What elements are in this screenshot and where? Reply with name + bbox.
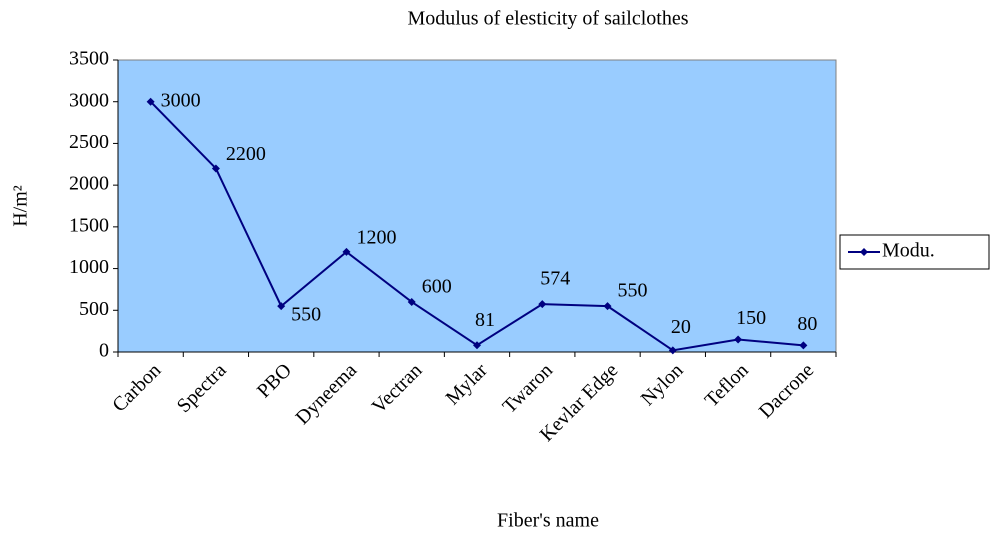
marker: [603, 302, 612, 311]
y-tick-label: 2000: [69, 173, 109, 195]
x-axis-label: Fiber's name: [497, 510, 599, 532]
data-label: 80: [797, 313, 817, 335]
y-tick-label: 1000: [69, 256, 109, 278]
marker: [146, 97, 155, 106]
x-tick-label: Mylar: [442, 359, 492, 409]
data-label: 600: [422, 276, 452, 298]
data-label: 574: [540, 268, 570, 290]
y-tick-label: 3000: [69, 89, 109, 111]
marker: [342, 247, 351, 256]
x-tick-label: Spectra: [173, 359, 231, 417]
marker: [734, 335, 743, 344]
x-tick-label: Twaron: [498, 359, 557, 418]
data-label: 550: [618, 280, 648, 302]
marker: [799, 341, 808, 350]
y-tick-label: 2500: [69, 131, 109, 153]
y-tick-label: 0: [99, 340, 109, 362]
legend-label: Modu.: [882, 240, 935, 262]
data-label: 1200: [356, 226, 396, 248]
x-tick-label: Dacrone: [755, 359, 819, 423]
data-label: 81: [475, 309, 495, 331]
chart-title: Modulus of elesticity of sailclothes: [407, 8, 688, 30]
data-label: 3000: [161, 89, 201, 111]
x-tick-label: Carbon: [108, 359, 165, 416]
x-tick-label: Dyneema: [291, 359, 361, 429]
marker: [538, 300, 547, 309]
data-label: 550: [291, 304, 321, 326]
x-tick-label: Vectran: [368, 359, 427, 418]
x-tick-label: PBO: [253, 359, 296, 402]
marker: [473, 341, 481, 350]
y-tick-label: 500: [79, 298, 109, 320]
data-label: 20: [671, 316, 691, 338]
y-tick-label: 1500: [69, 214, 109, 236]
legend-marker: [860, 248, 868, 256]
x-tick-label: Nylon: [637, 359, 688, 410]
x-tick-label: Teflon: [701, 359, 753, 411]
marker: [668, 346, 677, 355]
marker: [277, 302, 286, 311]
data-label: 150: [736, 307, 766, 329]
plot-area: [117, 59, 837, 353]
marker: [211, 164, 220, 173]
y-tick-label: 3500: [69, 48, 109, 70]
y-axis-label: H/m²: [10, 185, 32, 227]
marker: [407, 297, 416, 306]
data-label: 2200: [226, 143, 266, 165]
